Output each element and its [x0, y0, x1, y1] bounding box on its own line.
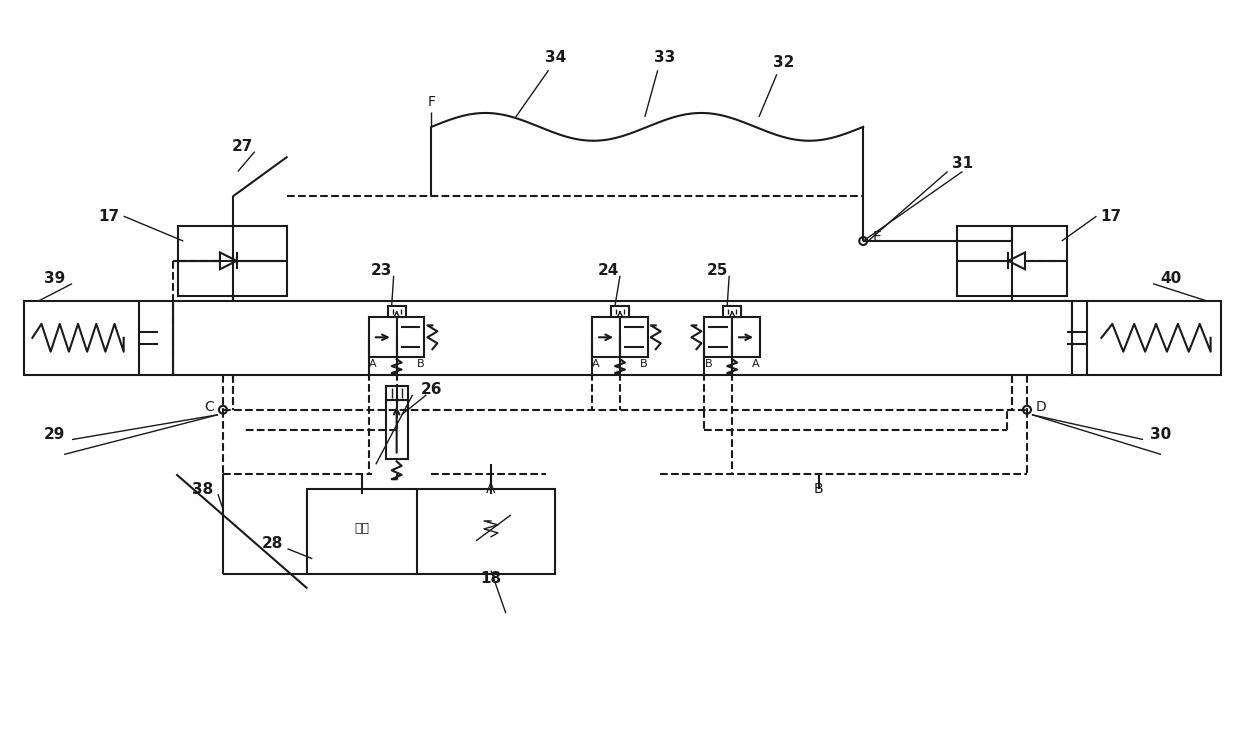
- Text: 28: 28: [262, 536, 283, 551]
- Text: B: B: [704, 359, 712, 369]
- Text: 40: 40: [1161, 271, 1182, 286]
- Bar: [427, 494, 556, 564]
- Bar: [308, 489, 556, 574]
- Bar: [386, 386, 408, 400]
- Text: D: D: [1035, 400, 1047, 414]
- Text: 26: 26: [420, 383, 443, 397]
- Text: B: B: [640, 359, 647, 369]
- Bar: [476, 517, 506, 541]
- Text: 17: 17: [1101, 208, 1122, 223]
- Text: B: B: [813, 482, 823, 496]
- Bar: [732, 317, 760, 357]
- Bar: [611, 306, 629, 317]
- Bar: [174, 300, 1071, 375]
- Text: 24: 24: [598, 263, 619, 279]
- Text: 34: 34: [544, 50, 567, 65]
- Text: 27: 27: [232, 139, 253, 154]
- Text: 常压: 常压: [355, 522, 370, 535]
- Text: B: B: [417, 359, 424, 369]
- Bar: [723, 306, 742, 317]
- Bar: [386, 400, 408, 459]
- Text: 18: 18: [480, 571, 501, 586]
- Bar: [397, 317, 424, 357]
- Bar: [593, 317, 620, 357]
- Bar: [388, 306, 405, 317]
- Bar: [957, 226, 1066, 296]
- Text: A: A: [753, 359, 760, 369]
- Text: 39: 39: [43, 271, 64, 286]
- Text: 17: 17: [98, 208, 119, 223]
- Text: 31: 31: [952, 156, 973, 171]
- Bar: [704, 317, 732, 357]
- Text: 30: 30: [1151, 427, 1172, 442]
- Bar: [308, 494, 417, 564]
- Text: 38: 38: [192, 482, 213, 497]
- Bar: [368, 317, 397, 357]
- Bar: [179, 226, 288, 296]
- Text: 23: 23: [371, 263, 392, 279]
- Text: F: F: [428, 95, 435, 109]
- Text: 25: 25: [707, 263, 728, 279]
- Bar: [1071, 300, 1220, 375]
- Text: A: A: [593, 359, 600, 369]
- Text: 29: 29: [43, 427, 64, 442]
- Text: 32: 32: [773, 55, 795, 69]
- Text: A: A: [486, 482, 496, 496]
- Text: C: C: [205, 400, 215, 414]
- Text: 33: 33: [653, 50, 676, 65]
- Bar: [620, 317, 647, 357]
- Bar: [25, 300, 174, 375]
- Text: E: E: [873, 230, 882, 244]
- Text: A: A: [370, 359, 377, 369]
